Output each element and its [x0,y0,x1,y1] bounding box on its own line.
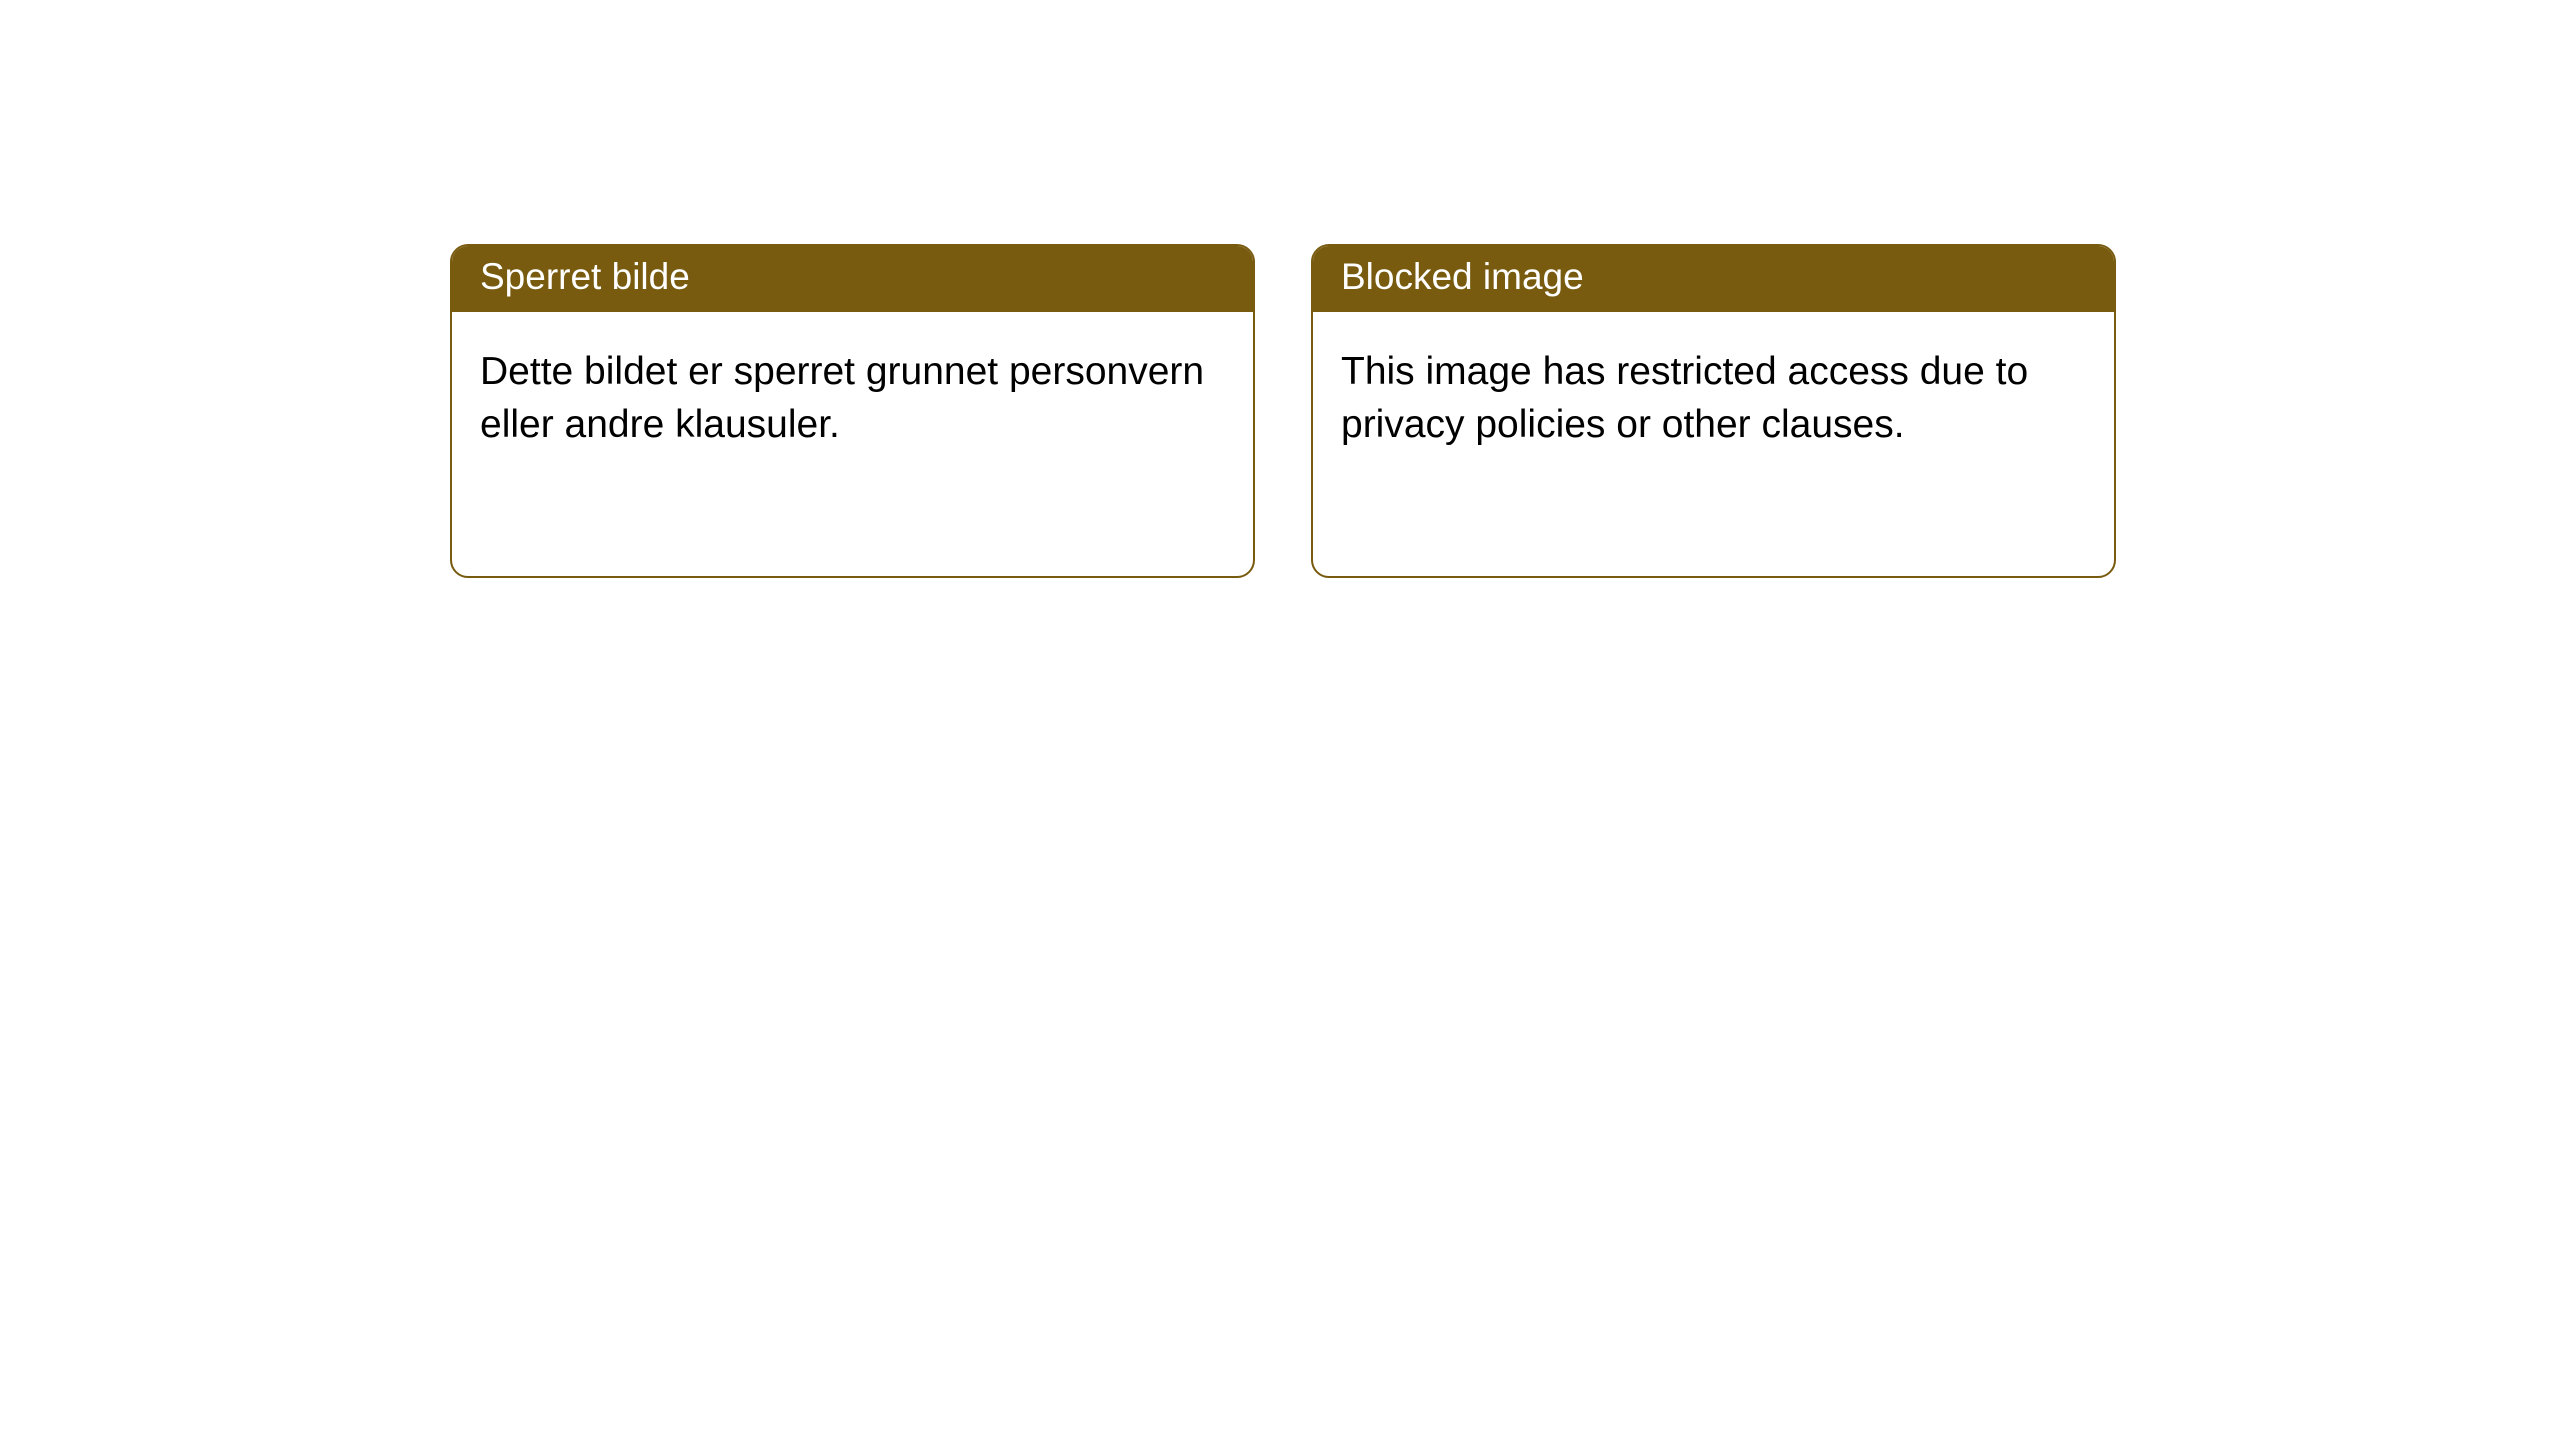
card-title-en: Blocked image [1341,256,1584,297]
notice-cards-container: Sperret bilde Dette bildet er sperret gr… [0,0,2560,578]
card-body-en: This image has restricted access due to … [1313,312,2114,485]
card-body-no: Dette bildet er sperret grunnet personve… [452,312,1253,485]
blocked-image-card-en: Blocked image This image has restricted … [1311,244,2116,578]
card-body-text-en: This image has restricted access due to … [1341,350,2028,446]
card-header-en: Blocked image [1313,246,2114,312]
card-body-text-no: Dette bildet er sperret grunnet personve… [480,350,1204,446]
card-title-no: Sperret bilde [480,256,690,297]
card-header-no: Sperret bilde [452,246,1253,312]
blocked-image-card-no: Sperret bilde Dette bildet er sperret gr… [450,244,1255,578]
